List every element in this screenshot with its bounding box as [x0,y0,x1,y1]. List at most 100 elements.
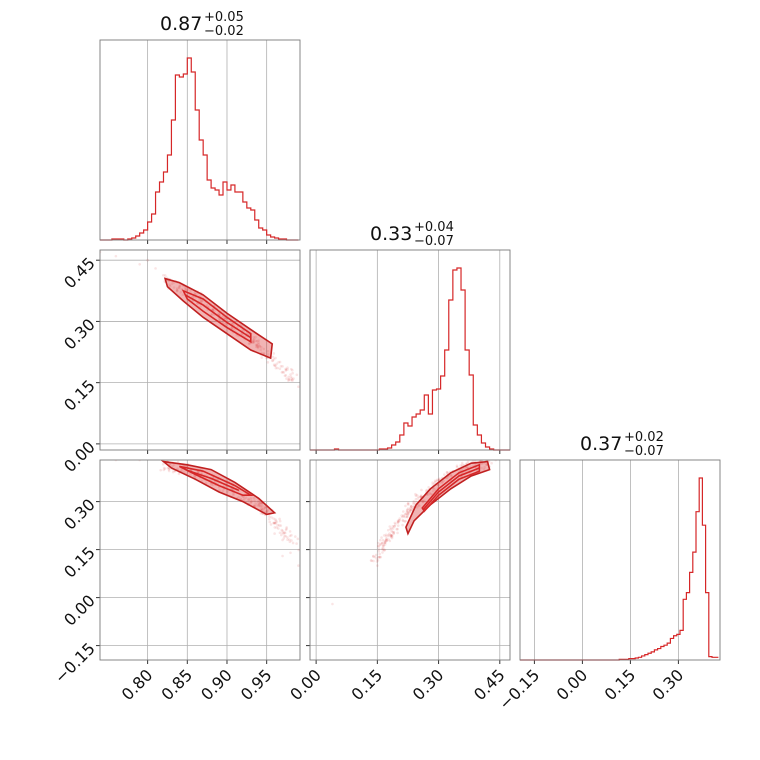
scatter-point [258,501,262,505]
scatter-point [257,341,260,345]
scatter-point [221,489,225,493]
scatter-point [263,505,267,509]
scatter-point [167,468,171,471]
scatter-point [390,534,393,538]
scatter-point [249,497,253,500]
scatter-point [412,502,415,506]
scatter-point [280,528,284,532]
scatter-point [278,531,282,535]
scatter-point [483,465,486,469]
x-tick-label: 0.00 [553,665,592,704]
scatter-point [390,533,394,537]
scatter-point [380,547,384,550]
scatter-point [433,480,437,484]
scatter-point [175,289,179,293]
scatter-point [216,312,220,315]
scatter-point [256,345,260,349]
scatter-point [407,503,410,506]
scatter-point [272,521,276,525]
scatter-point [443,473,446,476]
scatter-point [418,504,421,508]
scatter-point [262,507,265,511]
scatter-point [244,496,248,499]
scatter-point [394,523,397,526]
scatter-point [377,555,381,559]
scatter-point [377,555,380,559]
title-minus: −0.07 [624,444,664,459]
scatter-point [183,288,187,291]
scatter-point [382,543,385,546]
scatter-point [297,385,300,389]
scatter-point [406,511,410,515]
scatter-point [405,509,409,512]
scatter-point [290,533,293,537]
scatter-point [380,536,383,539]
scatter-point [257,502,261,506]
scatter-point [389,527,392,531]
scatter-point [258,501,262,505]
scatter-point [290,539,293,542]
scatter-point [387,534,390,538]
scatter-point [384,538,388,542]
scatter-point [283,531,287,535]
scatter-point [287,377,291,381]
scatter-point [281,554,284,558]
scatter-point [247,342,251,345]
scatter-point [431,481,434,485]
scatter-point [255,344,259,347]
scatter-point [272,352,276,355]
scatter-point [284,367,287,371]
scatter-point [294,535,297,538]
scatter-point [291,378,294,381]
scatter-point [405,515,409,519]
axis-labels: 0.80 0.85 0.90 0.95 0.00 0.15 0.30 0.45−0.15 0.0… [51,254,688,714]
scatter-point [271,359,275,362]
scatter-point [186,287,190,291]
scatter-point [382,549,386,552]
scatter-point [176,467,179,471]
title-value: 0.87 [160,13,202,35]
scatter-point [392,532,395,536]
scatter-point [226,490,229,493]
scatter-point [287,378,291,381]
scatter-point [171,464,174,468]
scatter-point [455,465,459,469]
scatter-point [274,356,277,360]
scatter-point [392,531,396,535]
scatter-point [410,508,413,512]
scatter-point [393,521,397,525]
scatter-point [278,517,281,521]
scatter-point [371,554,375,558]
scatter-point [375,557,378,560]
scatter-point [281,365,284,368]
scatter-point [161,462,165,466]
title-value: 0.37 [580,433,622,455]
axes-frame [99,39,301,241]
scatter-point [277,360,280,364]
scatter-point [154,267,157,270]
scatter-point [389,535,393,539]
scatter-point [291,541,295,545]
scatter-point [407,512,410,516]
scatter-point [259,348,263,352]
title-plus: +0.02 [624,430,664,445]
y-tick-label: 0.15 [60,543,99,582]
scatter-point [189,473,192,476]
scatter-point [197,470,200,474]
scatter-point [255,343,259,347]
scatter-point [405,515,409,519]
contour-inner [421,463,481,513]
scatter-point [260,345,263,349]
scatter-point [288,530,292,533]
scatter-point [211,308,215,311]
scatter-point [438,477,441,481]
scatter-point [445,471,449,474]
scatter-point [396,527,399,531]
scatter-point [272,357,276,361]
scatter-point [259,504,262,508]
scatter-point [262,347,266,351]
scatter-point [416,497,420,500]
scatter-point [286,536,289,539]
scatter-point [231,322,234,325]
title-plus: +0.04 [414,220,454,235]
